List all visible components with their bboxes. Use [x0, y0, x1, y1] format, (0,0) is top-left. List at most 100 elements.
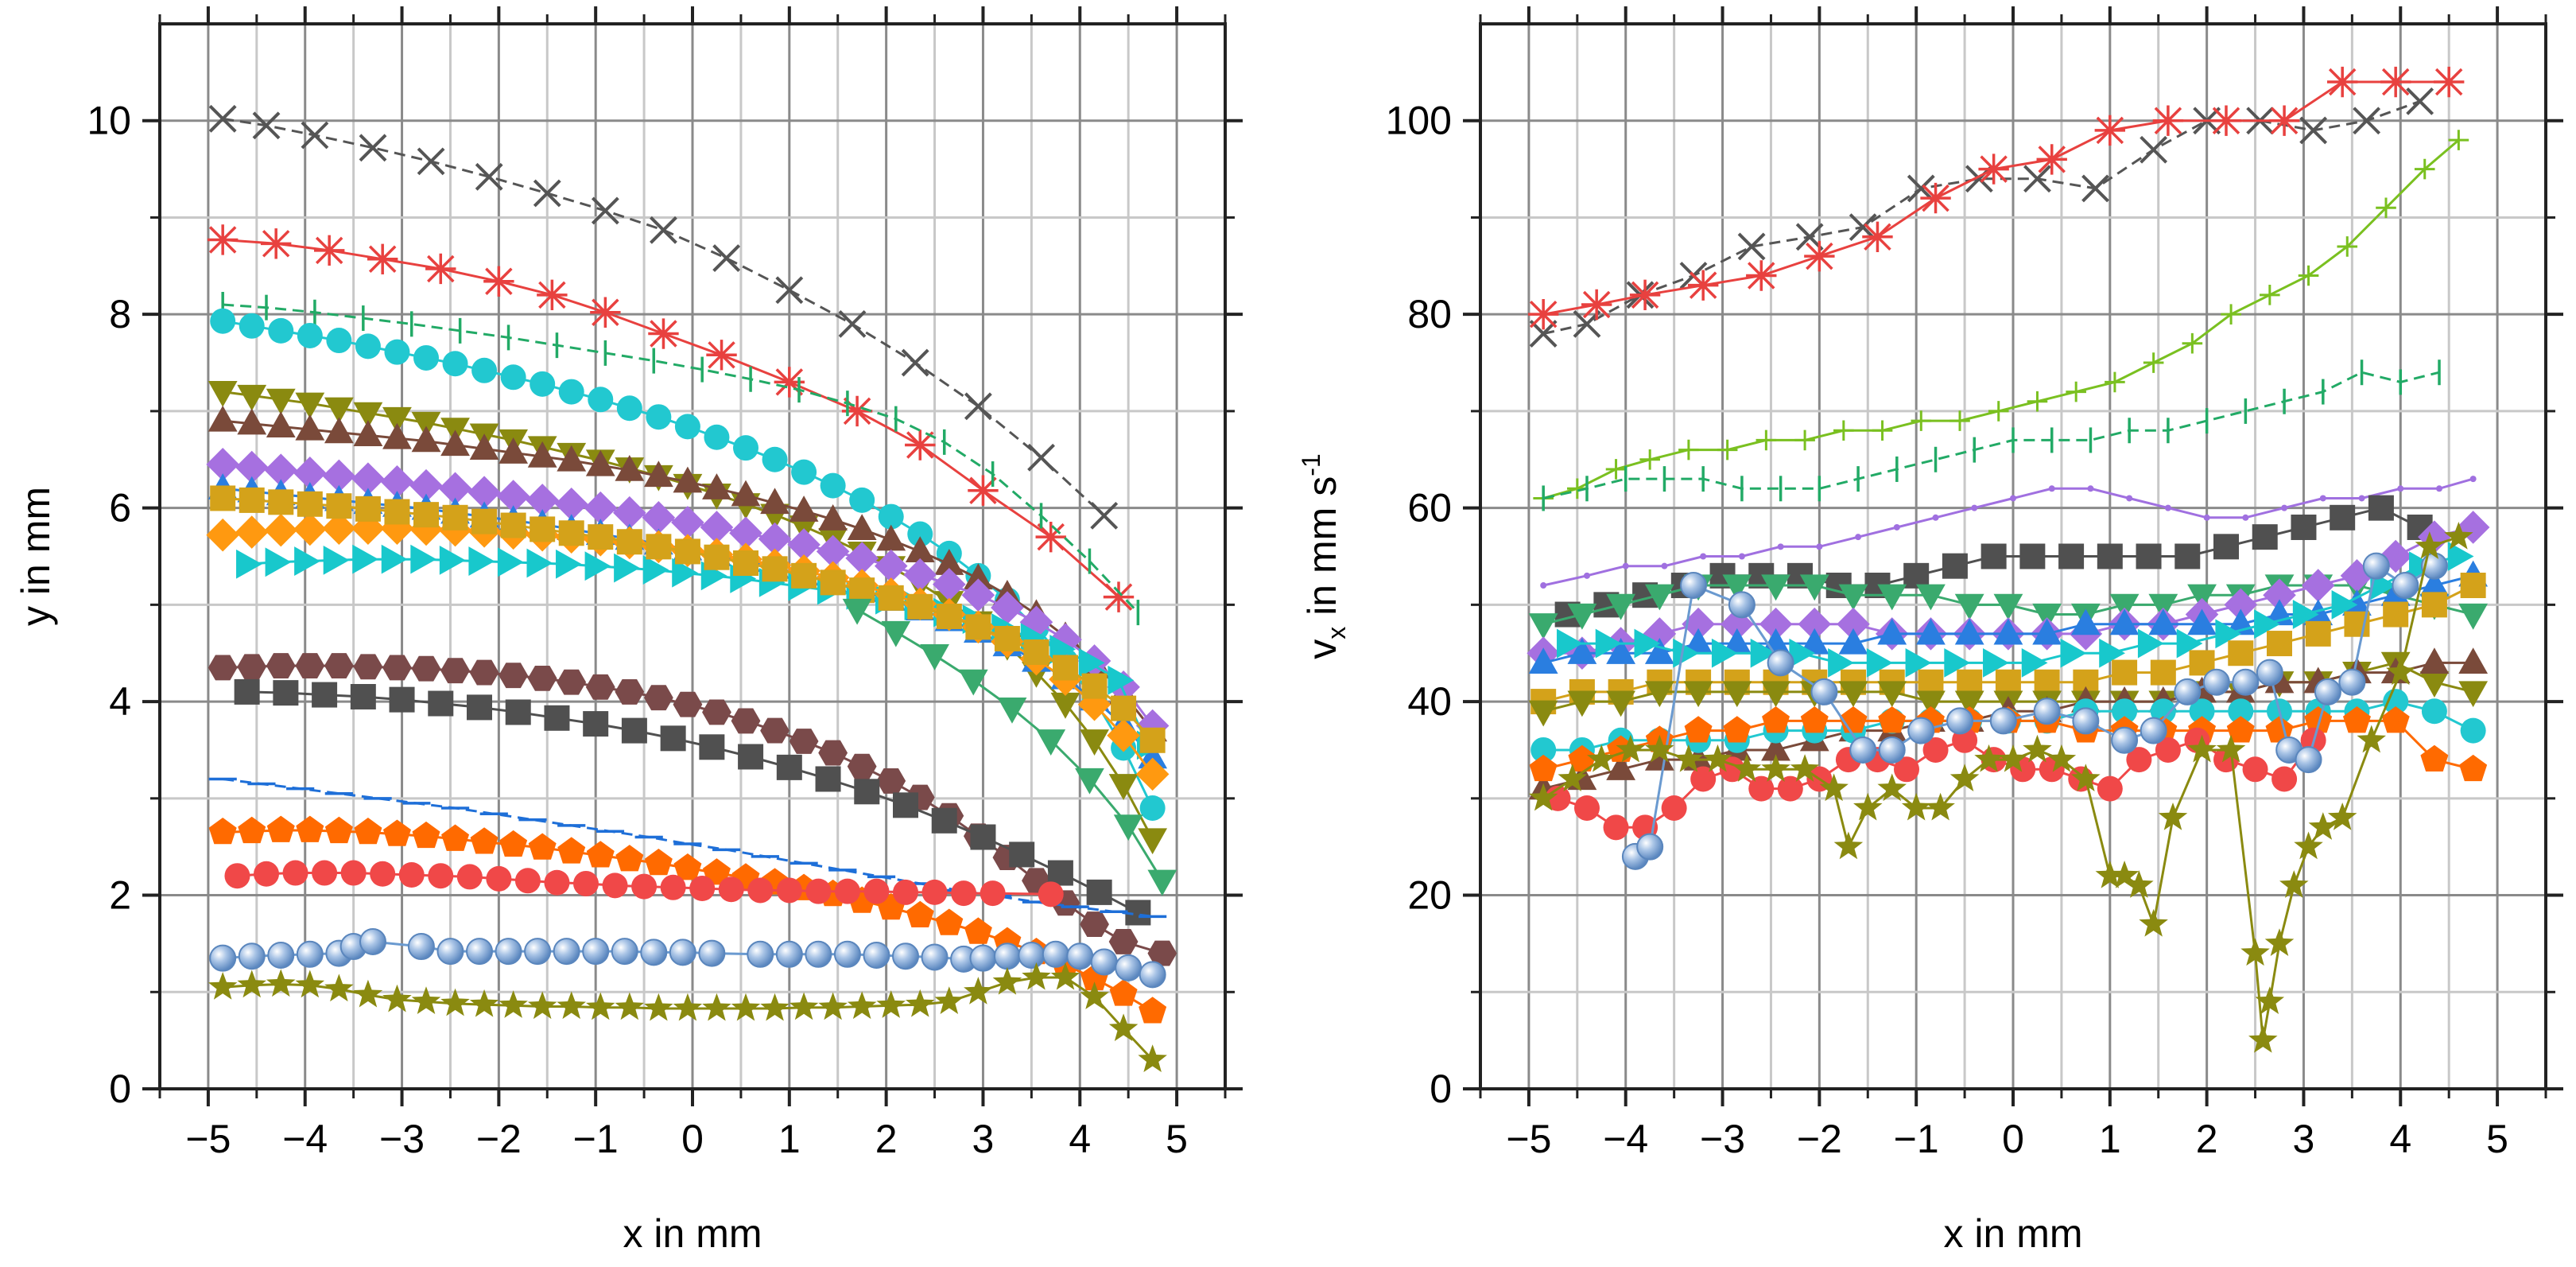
data-point	[1995, 669, 2021, 695]
data-point	[2242, 514, 2249, 521]
data-point	[2099, 638, 2126, 668]
data-point	[2152, 105, 2184, 136]
data-point	[409, 512, 443, 546]
data-point	[359, 927, 386, 955]
data-point	[389, 686, 415, 713]
data-point	[2112, 659, 2138, 686]
y-tick-label: 0	[109, 1067, 131, 1111]
data-point	[980, 880, 1006, 907]
data-point	[351, 511, 385, 545]
data-point	[2381, 706, 2410, 733]
data-point	[1980, 543, 2007, 569]
data-point	[2392, 572, 2419, 600]
data-point	[729, 516, 762, 550]
data-point	[674, 414, 700, 440]
data-point	[1750, 638, 1777, 668]
data-point	[497, 547, 524, 577]
data-point	[2109, 861, 2140, 888]
data-point	[2415, 531, 2445, 559]
data-point	[631, 873, 658, 900]
data-point	[411, 411, 441, 438]
data-point	[2264, 928, 2295, 956]
data-point	[2444, 521, 2473, 550]
data-point	[2036, 144, 2067, 175]
data-point	[1762, 706, 1790, 733]
data-point	[2087, 485, 2094, 492]
data-point	[644, 993, 673, 1021]
data-point	[573, 870, 599, 896]
data-point	[847, 991, 877, 1020]
data-point	[614, 553, 640, 583]
data-point	[907, 593, 933, 620]
data-point	[1804, 240, 1835, 272]
data-point	[1971, 504, 1978, 511]
data-point	[1761, 574, 1790, 601]
data-point	[409, 468, 443, 503]
data-point	[407, 933, 435, 961]
data-point	[2174, 543, 2201, 569]
data-point	[2291, 514, 2317, 540]
data-point	[467, 694, 492, 721]
data-point	[672, 558, 699, 588]
data-point	[854, 779, 880, 805]
data-point	[557, 837, 586, 864]
data-point	[528, 833, 557, 860]
x-tick-label: 1	[778, 1117, 801, 1161]
data-point	[838, 309, 867, 338]
data-point	[818, 740, 848, 766]
data-point	[1634, 628, 1661, 659]
series-line	[223, 239, 1119, 598]
data-point	[355, 496, 381, 522]
data-point	[642, 501, 676, 534]
x-tick-label: 0	[681, 1117, 704, 1161]
data-point	[313, 235, 345, 266]
data-point	[901, 348, 929, 377]
data-point	[1949, 764, 1980, 792]
data-point	[2021, 648, 2048, 678]
data-point	[264, 453, 298, 487]
data-point	[994, 625, 1020, 651]
data-point	[1687, 270, 1719, 301]
data-point	[2447, 542, 2474, 571]
data-point	[1557, 628, 1583, 659]
data-point	[208, 380, 238, 407]
data-point	[208, 971, 238, 1000]
data-point	[1837, 607, 1870, 641]
data-point	[1645, 734, 1674, 763]
data-point	[2189, 698, 2215, 725]
data-point	[2158, 802, 2188, 830]
data-point	[1027, 443, 1055, 472]
data-point	[2182, 332, 2203, 354]
data-point	[1790, 754, 1820, 782]
data-point	[776, 877, 802, 904]
series-r3	[1533, 130, 2469, 509]
data-point	[991, 591, 1024, 624]
data-point	[2338, 668, 2366, 696]
data-point	[1022, 962, 1051, 990]
series-r1	[1529, 87, 2434, 348]
data-point	[500, 512, 526, 538]
data-point	[1139, 961, 1166, 989]
data-point	[2105, 371, 2125, 393]
x-tick-label: −2	[476, 1117, 522, 1161]
series-s2	[207, 224, 1135, 612]
data-point	[382, 819, 411, 846]
data-point	[266, 653, 296, 678]
data-point	[2383, 689, 2409, 715]
data-point	[1567, 690, 1597, 717]
data-point	[747, 940, 774, 968]
data-point	[893, 879, 918, 905]
data-point	[2383, 601, 2409, 628]
series-s3	[221, 292, 1140, 626]
x-axis-title: x in mm	[623, 1211, 762, 1256]
data-point	[350, 684, 376, 710]
data-point	[704, 424, 730, 450]
data-point	[237, 654, 267, 680]
data-point	[234, 678, 260, 705]
data-point	[1018, 942, 1046, 970]
data-point	[789, 496, 819, 522]
data-point	[1111, 695, 1137, 721]
data-point	[951, 880, 977, 907]
data-point	[2097, 775, 2123, 802]
left-panel: −5 −4 −3 −2 −1 0 1 2 3 4 5 0 2 4 6 8 10 x in mm y in mm	[14, 6, 1243, 1256]
